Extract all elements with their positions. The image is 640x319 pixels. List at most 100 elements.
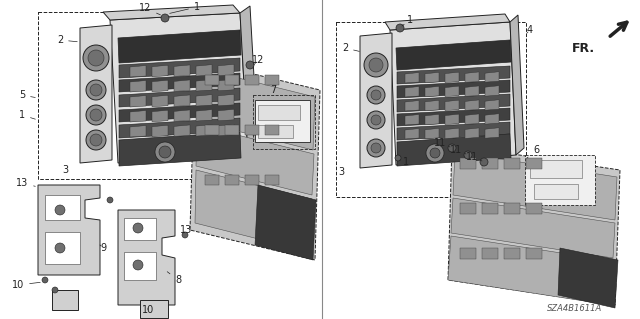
- Polygon shape: [152, 65, 168, 77]
- Circle shape: [448, 144, 456, 152]
- Circle shape: [90, 84, 102, 96]
- Circle shape: [367, 139, 385, 157]
- Polygon shape: [118, 30, 241, 63]
- Polygon shape: [453, 152, 617, 220]
- Circle shape: [371, 115, 381, 125]
- Polygon shape: [174, 125, 190, 137]
- Bar: [265, 125, 279, 135]
- Polygon shape: [485, 114, 499, 124]
- Circle shape: [107, 197, 113, 203]
- Polygon shape: [174, 110, 190, 122]
- Bar: [460, 158, 476, 169]
- Circle shape: [182, 232, 188, 238]
- Polygon shape: [218, 64, 234, 76]
- Bar: [526, 203, 542, 214]
- Polygon shape: [119, 118, 240, 138]
- Circle shape: [426, 144, 444, 162]
- Circle shape: [90, 109, 102, 121]
- Text: 2: 2: [57, 35, 77, 45]
- Bar: [245, 125, 259, 135]
- Polygon shape: [119, 73, 240, 92]
- Text: SZA4B1611A: SZA4B1611A: [547, 304, 603, 313]
- Bar: [38, 12, 238, 179]
- Bar: [482, 248, 498, 259]
- Polygon shape: [405, 72, 419, 83]
- Polygon shape: [397, 108, 510, 126]
- Text: 1: 1: [400, 157, 409, 167]
- Polygon shape: [485, 128, 499, 138]
- Polygon shape: [445, 128, 459, 138]
- Bar: [205, 175, 219, 185]
- Polygon shape: [196, 80, 212, 91]
- Bar: [530, 160, 582, 178]
- Circle shape: [55, 205, 65, 215]
- Bar: [336, 22, 526, 197]
- Text: 9: 9: [100, 243, 106, 253]
- Polygon shape: [140, 300, 168, 318]
- Text: 12: 12: [252, 55, 264, 65]
- Polygon shape: [218, 79, 234, 91]
- Circle shape: [367, 86, 385, 104]
- Circle shape: [395, 155, 401, 161]
- Polygon shape: [397, 122, 510, 140]
- Text: 3: 3: [338, 167, 344, 177]
- Polygon shape: [130, 125, 146, 137]
- Text: 10: 10: [12, 280, 40, 290]
- Polygon shape: [465, 100, 479, 110]
- Polygon shape: [152, 95, 168, 107]
- Bar: [504, 158, 520, 169]
- Text: 3: 3: [62, 165, 68, 175]
- Polygon shape: [196, 65, 212, 76]
- Polygon shape: [196, 110, 212, 121]
- Polygon shape: [152, 110, 168, 122]
- Polygon shape: [465, 114, 479, 124]
- Bar: [205, 75, 219, 85]
- Polygon shape: [196, 125, 212, 136]
- Polygon shape: [130, 80, 146, 92]
- Text: 2: 2: [342, 43, 359, 53]
- Circle shape: [159, 146, 171, 158]
- Polygon shape: [103, 5, 240, 20]
- Text: 13: 13: [16, 178, 35, 188]
- Polygon shape: [425, 128, 439, 139]
- Circle shape: [464, 151, 472, 159]
- Polygon shape: [405, 86, 419, 97]
- Polygon shape: [425, 86, 439, 97]
- Bar: [460, 248, 476, 259]
- Circle shape: [83, 45, 109, 71]
- Polygon shape: [174, 80, 190, 92]
- Polygon shape: [485, 100, 499, 110]
- Circle shape: [369, 58, 383, 72]
- Bar: [482, 158, 498, 169]
- Circle shape: [133, 223, 143, 233]
- Bar: [124, 218, 156, 240]
- Text: 11: 11: [434, 138, 450, 148]
- Polygon shape: [396, 40, 511, 70]
- Text: 11: 11: [466, 152, 482, 162]
- Text: 11: 11: [450, 145, 466, 155]
- Polygon shape: [240, 6, 258, 155]
- Polygon shape: [485, 72, 499, 82]
- Polygon shape: [130, 95, 146, 107]
- Text: 8: 8: [167, 272, 181, 285]
- Bar: [45, 232, 80, 264]
- Circle shape: [88, 50, 104, 66]
- Polygon shape: [465, 86, 479, 96]
- Circle shape: [42, 277, 48, 283]
- Polygon shape: [152, 125, 168, 137]
- Bar: [482, 203, 498, 214]
- Polygon shape: [174, 65, 190, 76]
- Bar: [225, 125, 239, 135]
- Bar: [504, 248, 520, 259]
- Polygon shape: [38, 185, 100, 275]
- Polygon shape: [451, 198, 615, 258]
- Text: 6: 6: [527, 145, 539, 158]
- Bar: [245, 75, 259, 85]
- Polygon shape: [119, 103, 240, 122]
- Text: 10: 10: [142, 305, 154, 315]
- Polygon shape: [390, 22, 516, 165]
- Polygon shape: [218, 109, 234, 121]
- Circle shape: [161, 14, 169, 22]
- Polygon shape: [218, 94, 234, 106]
- Polygon shape: [119, 58, 240, 78]
